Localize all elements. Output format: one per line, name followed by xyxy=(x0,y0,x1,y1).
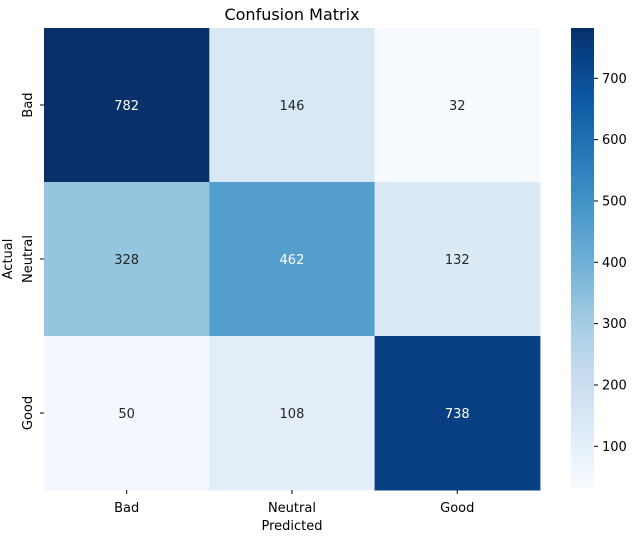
colorbar-tick-label: 100 xyxy=(602,440,627,455)
x-tick-label: Neutral xyxy=(268,501,316,516)
heatmap-cell xyxy=(44,182,210,337)
y-axis-ticks: Bad Neutral Good xyxy=(21,92,44,430)
x-tick-label: Bad xyxy=(114,501,139,516)
y-tick-label: Neutral xyxy=(21,235,36,283)
colorbar-tick-label: 500 xyxy=(602,194,627,209)
cell-value-label: 32 xyxy=(449,99,466,114)
heatmap-cell xyxy=(374,336,541,491)
colorbar-tick-label: 700 xyxy=(602,72,627,87)
y-tick-label: Good xyxy=(21,396,36,430)
heatmap-cell xyxy=(44,28,210,183)
colorbar xyxy=(571,28,594,488)
heatmap-cell xyxy=(374,28,541,183)
cell-value-label: 328 xyxy=(114,253,139,268)
colorbar-ticks: 100 200 300 400 500 600 700 xyxy=(594,72,627,455)
heatmap-cells xyxy=(44,28,541,491)
cell-value-label: 738 xyxy=(445,407,470,422)
chart-title: Confusion Matrix xyxy=(224,5,359,24)
colorbar-tick-label: 200 xyxy=(602,378,627,393)
heatmap-cell xyxy=(44,336,210,491)
cell-value-label: 50 xyxy=(118,407,135,422)
colorbar-tick-label: 300 xyxy=(602,317,627,332)
heatmap-cell xyxy=(209,28,376,183)
x-axis-label: Predicted xyxy=(261,519,322,534)
cell-value-label: 782 xyxy=(114,99,139,114)
cell-value-label: 108 xyxy=(280,407,305,422)
heatmap-cell xyxy=(209,182,376,337)
colorbar-tick-label: 400 xyxy=(602,256,627,271)
y-tick-label: Bad xyxy=(21,92,36,117)
colorbar-tick-label: 600 xyxy=(602,133,627,148)
cell-value-label: 132 xyxy=(445,253,470,268)
heatmap-cell xyxy=(209,336,376,491)
heatmap-cell-labels: 782 146 32 328 462 132 50 108 738 xyxy=(114,99,469,422)
heatmap-cell xyxy=(374,182,541,337)
x-tick-label: Good xyxy=(440,501,474,516)
cell-value-label: 462 xyxy=(280,253,305,268)
x-axis-ticks: Bad Neutral Good xyxy=(114,490,474,516)
y-axis-label: Actual xyxy=(1,239,16,280)
cell-value-label: 146 xyxy=(280,99,305,114)
